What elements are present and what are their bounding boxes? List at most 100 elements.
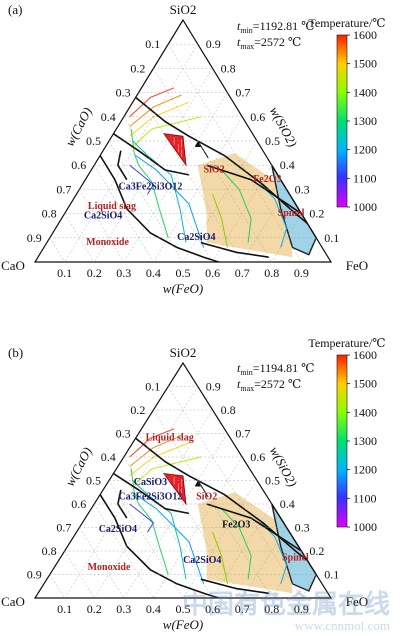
tick-label-sio2: 0.7	[235, 86, 250, 100]
tick-label-cao: 0.2	[130, 403, 145, 417]
axis-title-feo: w(FeO)	[163, 617, 203, 632]
colorbar-tick-label: 1500	[353, 377, 377, 391]
region-label: Fe2O3	[222, 520, 250, 531]
tick-label-feo: 0.2	[87, 266, 102, 280]
phase-boundary	[112, 472, 190, 515]
grid-line	[271, 550, 302, 599]
tick-label-cao: 0.6	[71, 158, 86, 172]
tmin-value: =1194.81 ℃	[253, 361, 315, 375]
colorbar-tick-label: 1000	[353, 200, 377, 214]
region-label: Liquid slag	[88, 201, 136, 212]
colorbar-tick-label: 1500	[353, 57, 377, 71]
grid-line	[94, 503, 154, 599]
grid-line	[138, 92, 243, 263]
grid-line	[49, 574, 65, 599]
panel-label: (a)	[8, 2, 22, 17]
grid-line	[242, 527, 287, 599]
grid-line	[123, 433, 228, 599]
isotherm-line	[135, 155, 205, 248]
colorbar-tick-label: 1200	[353, 143, 377, 157]
tick-label-feo: 0.9	[294, 266, 309, 280]
colorbar	[336, 354, 348, 528]
grid-line	[64, 44, 198, 263]
apex-label-left: CaO	[1, 594, 25, 609]
tick-label-cao: 0.3	[116, 427, 131, 441]
isotherm-line	[129, 503, 155, 533]
tmin-value: =1192.81 ℃	[253, 19, 315, 33]
colorbar-tick-label: 1400	[353, 405, 377, 419]
apex-label-top: SiO2	[170, 2, 197, 17]
tmax-value: =2572 ℃	[254, 377, 301, 391]
region-label: SiO2	[196, 491, 217, 502]
sio2-primary-field	[162, 472, 187, 506]
isotherm-line	[129, 435, 182, 467]
isotherm-line	[129, 164, 155, 195]
tmax-symbol: t	[237, 35, 241, 49]
tick-label-sio2: 0.2	[309, 207, 324, 221]
tmin-readout: tmin=1194.81 ℃	[237, 361, 315, 377]
sio2-primary-field	[162, 133, 187, 167]
isotherm-line	[130, 116, 201, 149]
isotherm-line	[129, 87, 175, 118]
grid-line	[94, 165, 154, 263]
phase-boundary	[117, 150, 128, 181]
region-label: Ca2SiO4	[183, 555, 221, 566]
tick-label-feo: 0.1	[57, 602, 72, 616]
region-label: CaSiO3	[134, 477, 167, 488]
region-label: Spinel	[282, 552, 309, 563]
tick-label-cao: 0.8	[42, 544, 57, 558]
isotherm-line	[221, 508, 252, 580]
tick-label-feo: 0.4	[146, 266, 161, 280]
phase-boundary	[99, 494, 219, 599]
tick-label-cao: 0.8	[42, 207, 57, 221]
tick-label-sio2: 0.2	[309, 544, 324, 558]
isotherm-line	[132, 140, 187, 243]
phase-boundary	[200, 241, 269, 258]
isotherm-line	[132, 480, 187, 580]
isotherm-line	[129, 94, 182, 127]
tick-label-sio2: 0.7	[235, 427, 250, 441]
phase-boundary	[112, 133, 190, 176]
tick-label-feo: 0.3	[116, 602, 131, 616]
panel-label: (b)	[8, 345, 23, 360]
tick-label-feo: 0.1	[57, 266, 72, 280]
tick-label-sio2: 0.8	[221, 61, 236, 75]
tick-label-cao: 0.7	[56, 182, 71, 196]
colorbar-tick-label: 1300	[353, 114, 377, 128]
watermark: 中国有色金属在线 www.cnnmol.com	[182, 589, 390, 633]
isotherm-line	[221, 169, 252, 243]
tick-label-sio2: 0.3	[295, 182, 310, 196]
isotherm-line	[212, 532, 228, 585]
region-label: Ca3Fe2Si3O12	[118, 181, 182, 192]
tick-label-sio2: 0.8	[221, 403, 236, 417]
isotherm-line	[129, 428, 175, 458]
colorbar-tick-label: 1400	[353, 85, 377, 99]
tmax-readout: tmax=2572 ℃	[237, 377, 301, 393]
region-label: SiO2	[204, 164, 225, 175]
tick-label-sio2: 0.6	[250, 450, 265, 464]
colorbar-tick-label: 1200	[353, 463, 377, 477]
colorbar	[336, 34, 348, 208]
grid-line	[64, 213, 95, 263]
tick-label-cao: 0.1	[145, 380, 160, 394]
grid-line	[271, 213, 302, 263]
tick-label-sio2: 0.3	[295, 521, 310, 535]
phase-boundary	[200, 578, 269, 595]
phase-boundary	[135, 437, 308, 562]
tmin-subscript: min	[240, 26, 252, 35]
phase-boundary	[206, 503, 302, 552]
colorbar-title: Temperature/℃	[308, 336, 385, 350]
tick-label-sio2: 0.5	[265, 474, 280, 488]
grid-line	[64, 550, 95, 599]
tick-label-cao: 0.4	[101, 450, 116, 464]
tick-label-cao: 0.4	[101, 110, 116, 124]
colorbar-tick-label: 1600	[353, 28, 377, 42]
apex-label-left: CaO	[1, 258, 25, 273]
tick-label-feo: 0.8	[264, 266, 279, 280]
colorbar-tick-label: 1100	[353, 171, 377, 185]
grid-line	[64, 386, 198, 599]
colorbar-tick-label: 1100	[353, 491, 377, 505]
region-label: Monoxide	[86, 237, 129, 248]
tmin-subscript: min	[240, 368, 252, 377]
